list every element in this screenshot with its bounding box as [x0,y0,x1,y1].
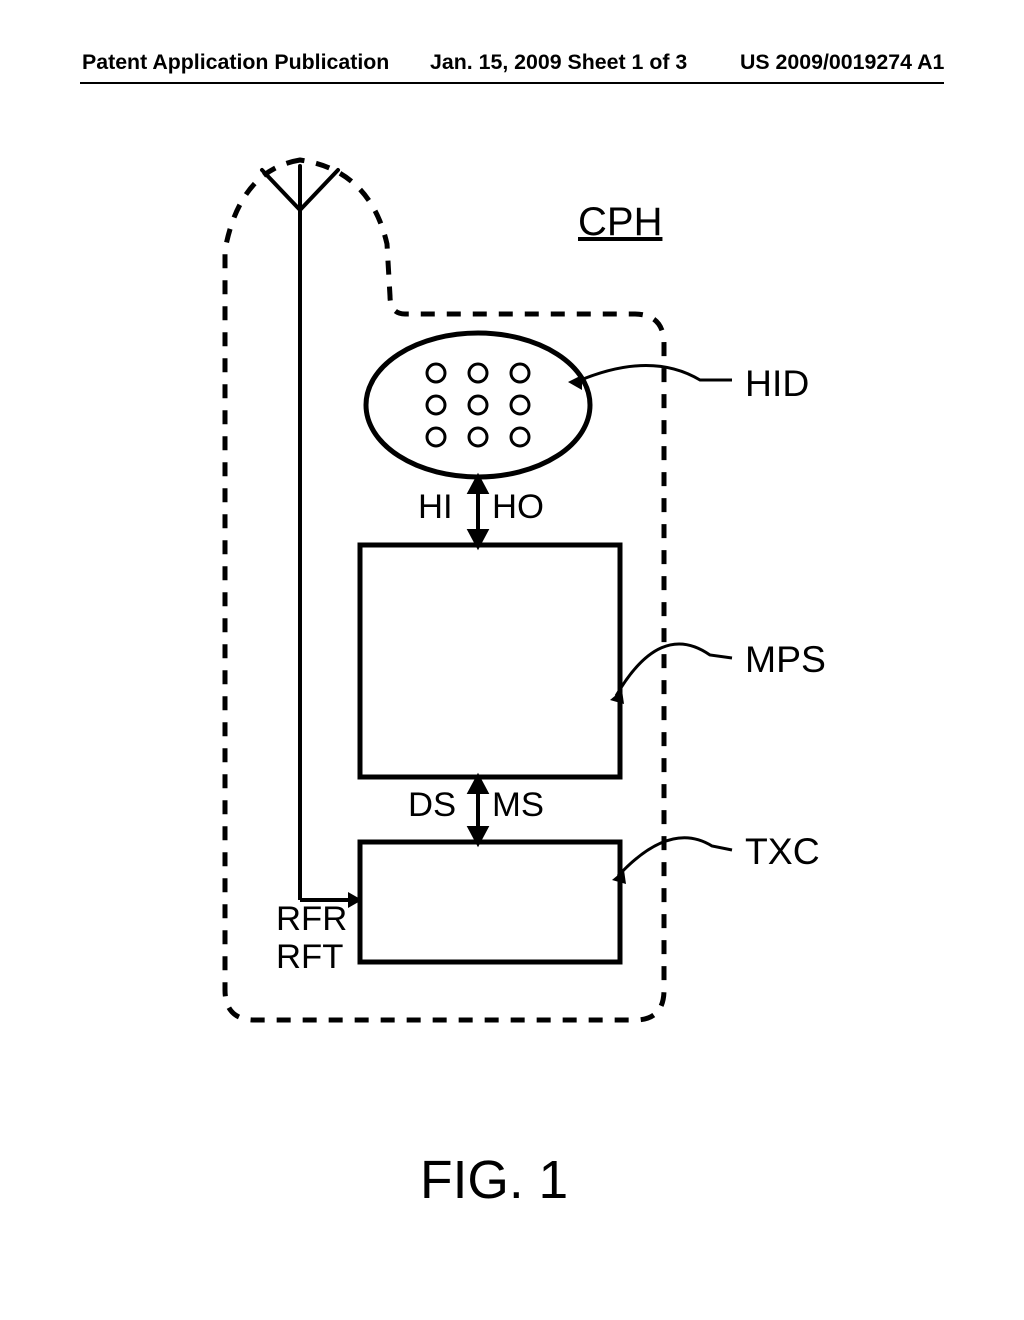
rfr-label: RFR [276,900,347,939]
figure-svg [0,0,1024,1320]
callout-hid [576,365,732,382]
callout-txc [618,838,732,876]
antenna-icon [262,166,338,210]
hi-ho-arrow [470,477,486,546]
hid-label: HID [745,362,809,405]
page: Patent Application Publication Jan. 15, … [0,0,1024,1320]
callout-mps [616,644,732,696]
cph-label: CPH [578,200,662,245]
ds-label: DS [408,786,456,825]
speaker-hid [366,333,590,477]
hi-label: HI [418,488,453,527]
speaker-holes [427,364,529,446]
callout-hid-arrow [568,375,582,390]
device-outline [225,160,664,1020]
rf-line [300,210,362,908]
txc-box [360,842,620,962]
figure-caption: FIG. 1 [420,1150,568,1211]
rft-label: RFT [276,938,343,977]
ms-label: MS [492,786,544,825]
ho-label: HO [492,488,544,527]
mps-box [360,545,620,777]
ds-ms-arrow [470,777,486,843]
txc-label: TXC [745,830,820,873]
mps-label: MPS [745,638,826,681]
